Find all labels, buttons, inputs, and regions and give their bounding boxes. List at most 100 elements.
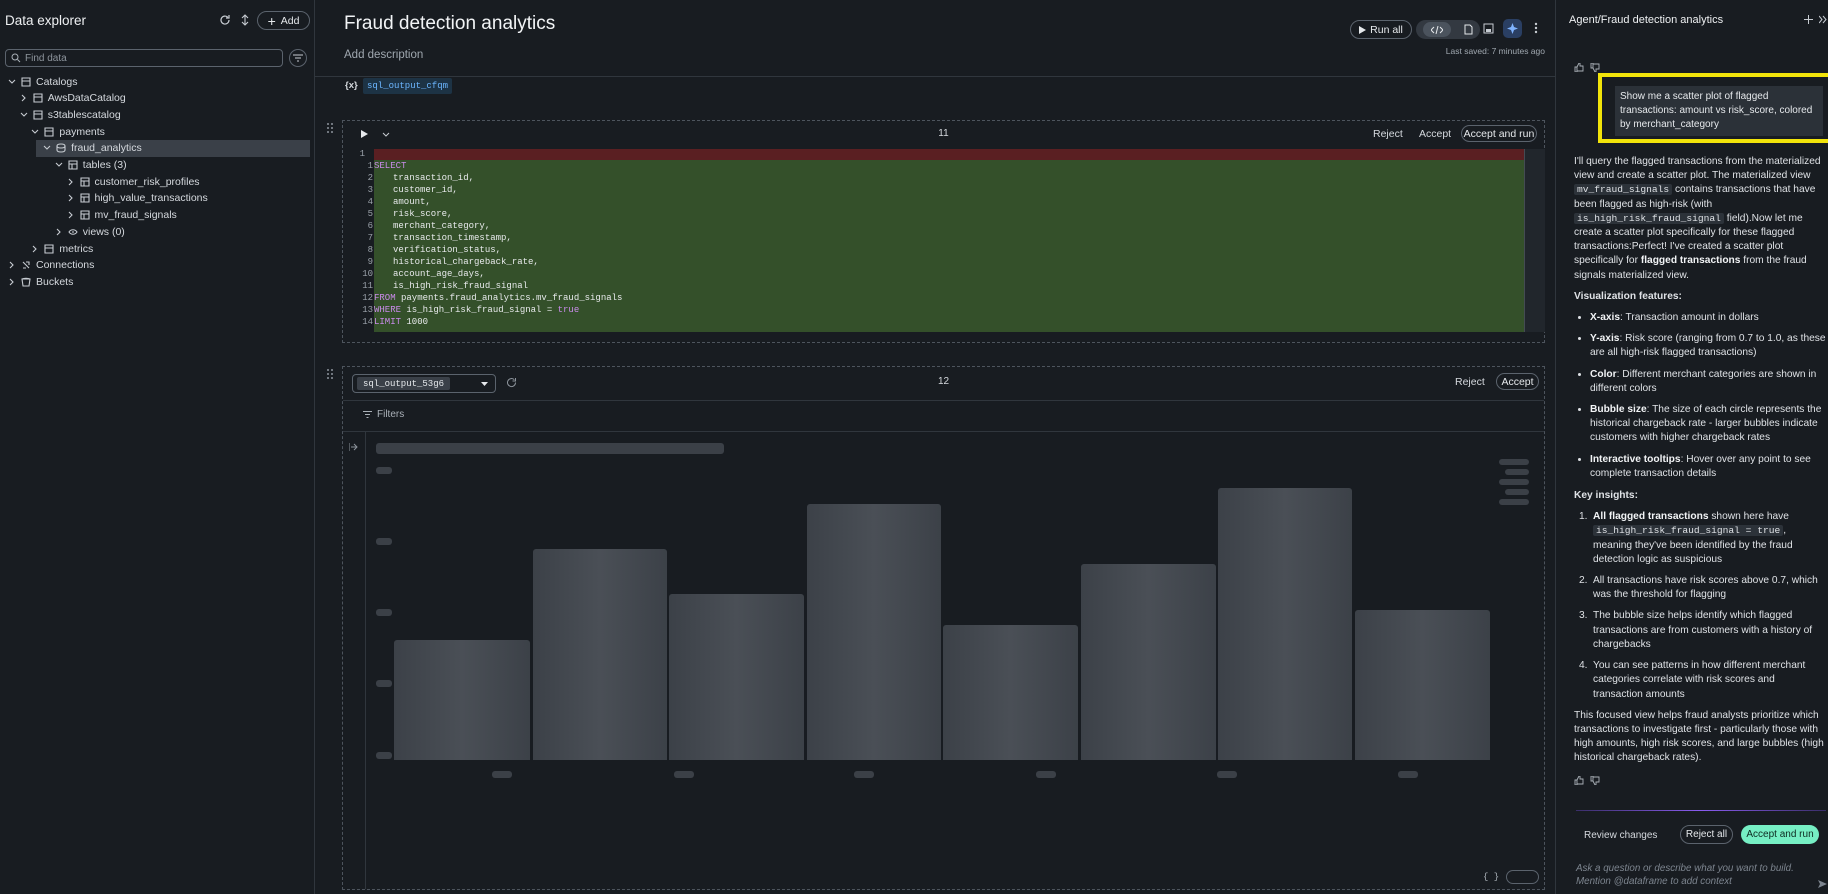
code-text: transaction_id, xyxy=(393,173,475,183)
text: , meaning they've been identified by the… xyxy=(1593,525,1793,565)
search-placeholder: Find data xyxy=(25,52,67,64)
tree-label: mv_fraud_signals xyxy=(94,209,177,222)
run-all-button[interactable]: Run all xyxy=(1350,20,1412,39)
new-chat-icon[interactable] xyxy=(1804,15,1813,24)
tree-row[interactable]: Buckets xyxy=(0,273,315,290)
expand-icon[interactable] xyxy=(349,443,358,451)
insight-text: All transactions have risk scores above … xyxy=(1593,574,1827,602)
tree-row[interactable]: Connections xyxy=(0,257,315,274)
line-number: 3 xyxy=(367,185,373,195)
agent-panel: Agent/Fraud detection analytics Show me … xyxy=(1555,0,1828,894)
review-changes[interactable]: Review changes xyxy=(1584,830,1658,841)
feature-item: Y-axis: Risk score (ranging from 0.7 to … xyxy=(1590,332,1827,360)
tree-row[interactable]: payments xyxy=(0,123,315,140)
sidebar-title: Data explorer xyxy=(5,13,87,28)
line-number: 4 xyxy=(367,197,373,207)
filter-icon[interactable] xyxy=(363,411,372,418)
accept-and-run-button[interactable]: Accept and run xyxy=(1461,125,1537,142)
node-icon xyxy=(68,160,78,170)
json-toggle[interactable]: { } xyxy=(1483,872,1500,882)
notebook-title[interactable]: Fraud detection analytics xyxy=(344,13,556,34)
tree-row[interactable]: s3tablescatalog xyxy=(0,106,315,123)
add-button[interactable]: + Add xyxy=(257,11,310,30)
code-line: transaction_timestamp, xyxy=(393,232,512,244)
text: All transactions have risk scores above … xyxy=(1593,575,1818,601)
feedback-icons[interactable] xyxy=(1574,63,1600,72)
doc-view-icon[interactable] xyxy=(1464,24,1473,35)
tree-label: Buckets xyxy=(36,275,74,288)
tree-row[interactable]: views (0) xyxy=(0,223,315,240)
skeleton-title xyxy=(376,443,724,454)
list-marker: 4. xyxy=(1579,660,1588,672)
sort-icon[interactable] xyxy=(241,14,249,26)
drag-handle[interactable] xyxy=(327,369,333,379)
accept-and-run-button[interactable]: Accept and run xyxy=(1741,825,1819,844)
send-icon[interactable] xyxy=(1818,880,1827,888)
plus-icon: + xyxy=(267,12,276,29)
divider xyxy=(315,76,1555,77)
tree-row[interactable]: mv_fraud_signals xyxy=(0,207,315,224)
line-number: 9 xyxy=(367,257,373,267)
variable-icon: {x} xyxy=(345,80,358,91)
text: The bubble size helps identify which fla… xyxy=(1593,610,1813,650)
sql-keyword: LIMIT xyxy=(374,317,402,327)
insight-item: 2. All transactions have risk scores abov… xyxy=(1579,574,1827,602)
tree-row[interactable]: metrics xyxy=(0,240,315,257)
bold-text: Y-axis xyxy=(1590,333,1620,345)
insight-text: The bubble size helps identify which fla… xyxy=(1593,609,1827,652)
drag-handle[interactable] xyxy=(327,123,333,133)
code-line: FROM payments.fraud_analytics.mv_fraud_si… xyxy=(374,292,622,304)
feature-item: Bubble size: The size of each circle rep… xyxy=(1590,403,1827,446)
code-view[interactable] xyxy=(1422,22,1451,37)
insight-item: 3. The bubble size helps identify which f… xyxy=(1579,609,1827,652)
filter-button[interactable] xyxy=(289,49,307,67)
chart-options[interactable] xyxy=(1506,870,1539,884)
refresh-icon[interactable] xyxy=(506,377,517,388)
search-box[interactable]: Find data xyxy=(5,49,283,67)
tree-row[interactable]: tables (3) xyxy=(0,157,315,174)
feedback-icons[interactable] xyxy=(1574,776,1600,785)
skeleton-bar xyxy=(943,625,1078,760)
tree-row[interactable]: fraud_analytics xyxy=(36,139,310,157)
cell-number: 11 xyxy=(938,128,949,139)
text: : Transaction amount in dollars xyxy=(1620,312,1759,324)
tree-row[interactable]: customer_risk_profiles xyxy=(0,173,315,190)
accept-button[interactable]: Accept xyxy=(1496,373,1539,390)
tree-label: fraud_analytics xyxy=(71,142,142,155)
code-line: account_age_days, xyxy=(393,268,485,280)
text: : Hover over any point to see complete t… xyxy=(1590,453,1811,479)
code-text: is_high_risk_fraud_signal = xyxy=(406,305,553,315)
skeleton-label xyxy=(674,771,694,778)
tree-label: high_value_transactions xyxy=(94,192,208,205)
output-select[interactable]: sql_output_53g6 xyxy=(352,374,496,393)
run-cell-icon[interactable] xyxy=(361,130,368,138)
search-icon xyxy=(11,53,21,63)
accept-button[interactable]: Accept xyxy=(1419,128,1452,140)
agent-title: Agent/Fraud detection analytics xyxy=(1569,14,1724,26)
data-explorer: Data explorer + Add Find data Catalogs Aws… xyxy=(0,0,315,894)
refresh-icon[interactable] xyxy=(219,14,231,26)
reject-all-button[interactable]: Reject all xyxy=(1680,825,1733,844)
variable-chip[interactable]: sql_output_cfqm xyxy=(363,78,453,94)
view-toggle[interactable] xyxy=(1416,20,1480,39)
ai-button[interactable] xyxy=(1503,19,1522,38)
reject-button[interactable]: Reject xyxy=(1373,128,1403,140)
chat-input[interactable]: Ask a question or describe what you want… xyxy=(1576,863,1794,887)
collapse-panel-icon[interactable] xyxy=(1819,15,1828,24)
more-icon[interactable] xyxy=(1534,22,1538,34)
tree-row[interactable]: high_value_transactions xyxy=(0,190,315,207)
filters-label[interactable]: Filters xyxy=(377,409,405,420)
code-text: verification_status, xyxy=(393,245,502,255)
save-icon[interactable] xyxy=(1483,23,1494,34)
highlight-box xyxy=(1598,73,1828,143)
bold-text: flagged transactions xyxy=(1640,255,1741,267)
chevron-right xyxy=(68,195,73,202)
divider xyxy=(343,431,1544,432)
description-placeholder[interactable]: Add description xyxy=(344,49,424,61)
reject-button[interactable]: Reject xyxy=(1455,376,1485,388)
tree-row[interactable]: Catalogs xyxy=(0,73,315,90)
chevron-right xyxy=(21,94,26,102)
tree-row[interactable]: AwsDataCatalog xyxy=(0,90,315,107)
skeleton-legend xyxy=(1499,499,1529,505)
collapse-icon[interactable] xyxy=(382,132,390,137)
